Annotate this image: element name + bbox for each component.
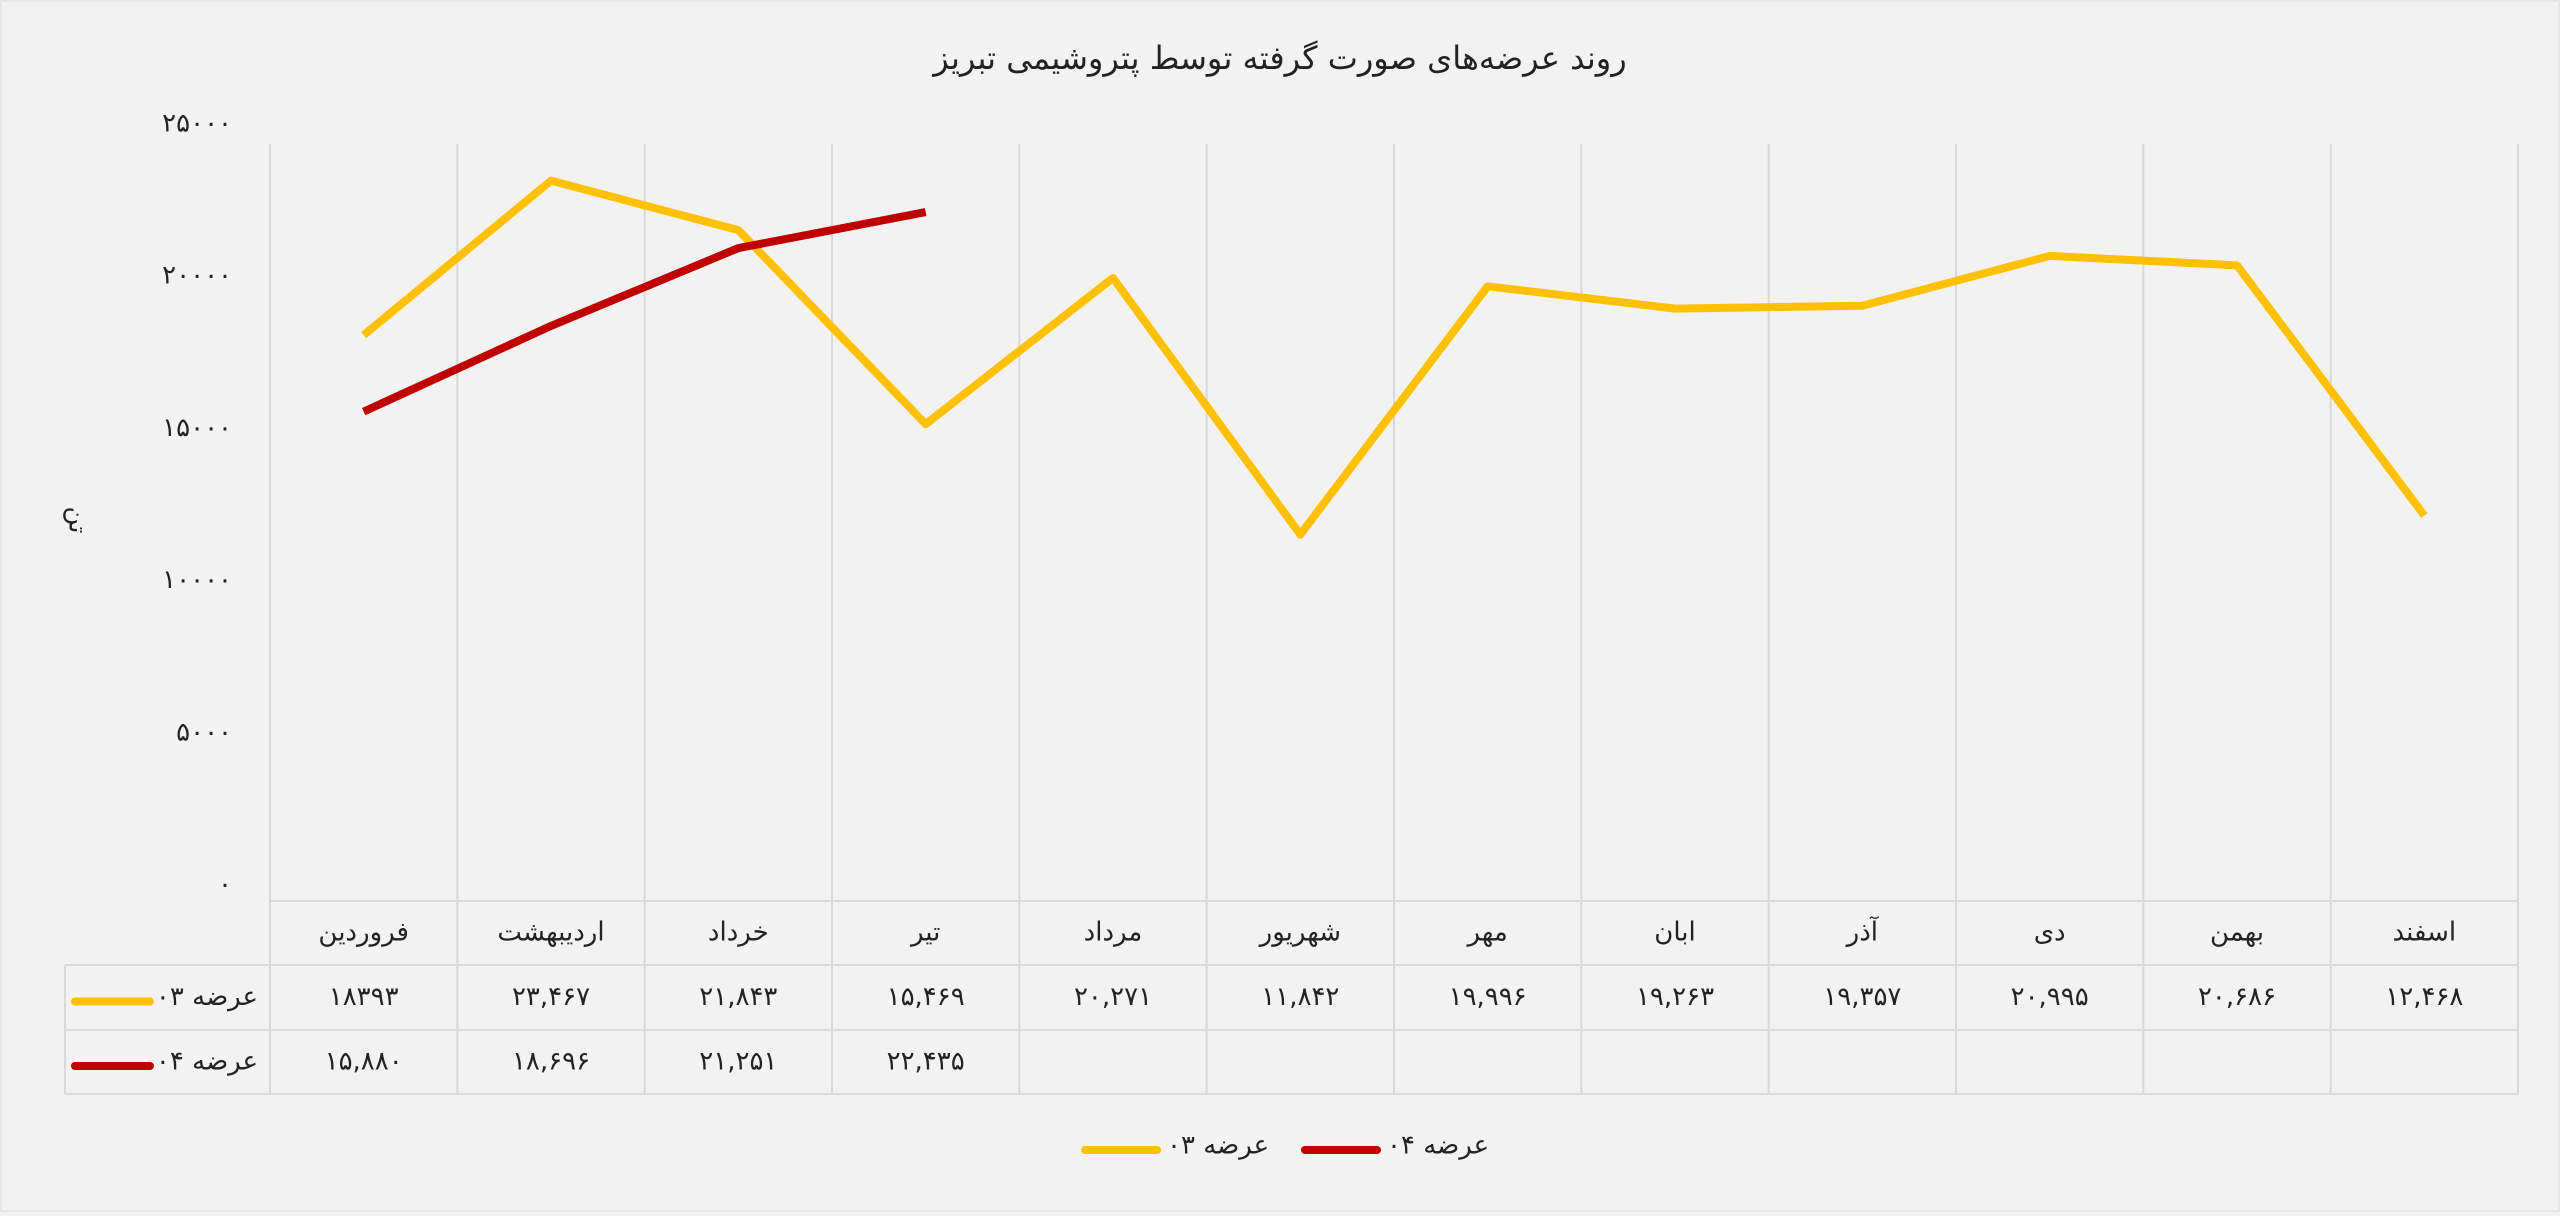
data-table-value: ۱۱,۸۴۲ <box>1261 982 1339 1012</box>
data-table-value: ۲۰,۶۸۶ <box>2198 982 2276 1012</box>
series-line <box>361 176 2428 539</box>
data-table-value: ۱۸,۶۹۶ <box>512 1047 590 1077</box>
data-table-value: ۱۲,۴۶۸ <box>2385 982 2463 1012</box>
legend-label: عرضه ۰۳ <box>1167 1131 1269 1161</box>
x-tick-label: مرداد <box>1084 918 1143 948</box>
data-table-value: ۲۰,۲۷۱ <box>1074 982 1152 1012</box>
data-table-value: ۱۸۳۹۳ <box>329 982 399 1012</box>
x-tick-label: دی <box>2034 918 2066 948</box>
y-axis-label: تن <box>63 506 93 533</box>
row-header: عرضه ۰۳ <box>156 982 258 1012</box>
data-table-value: ۲۱,۲۵۱ <box>699 1047 777 1077</box>
data-table-value: ۲۳,۴۶۷ <box>512 982 590 1012</box>
row-header: عرضه ۰۴ <box>156 1047 258 1077</box>
y-tick-label: ۲۰۰۰۰ <box>162 261 232 291</box>
x-tick-label: خرداد <box>708 918 769 948</box>
legend-label: عرضه ۰۴ <box>1387 1131 1489 1161</box>
x-tick-label: مهر <box>1466 918 1508 948</box>
data-table-value: ۲۲,۴۳۵ <box>887 1047 965 1077</box>
y-tick-label: ۱۵۰۰۰ <box>162 413 232 443</box>
x-tick-label: شهریور <box>1258 918 1341 948</box>
series-line <box>362 208 927 416</box>
x-tick-label: اسفند <box>2393 918 2457 948</box>
y-tick-label: ۱۰۰۰۰ <box>162 565 232 595</box>
data-table-value: ۱۵,۸۸۰ <box>325 1047 403 1077</box>
y-tick-label: ۰ <box>218 870 232 900</box>
chart-title: روند عرضه‌های صورت گرفته توسط پتروشیمی ت… <box>931 39 1626 77</box>
data-table-value: ۱۹,۳۵۷ <box>1823 982 1901 1012</box>
data-table-value: ۱۵,۴۶۹ <box>887 982 965 1012</box>
y-tick-label: ۵۰۰۰ <box>176 717 232 747</box>
data-table-value: ۲۱,۸۴۳ <box>699 982 777 1012</box>
x-tick-label: فروردین <box>318 918 409 948</box>
data-table-value: ۱۹,۲۶۳ <box>1636 982 1714 1012</box>
x-tick-label: ابان <box>1654 918 1695 948</box>
x-tick-label: آذر <box>1845 916 1880 948</box>
data-table-value: ۲۰,۹۹۵ <box>2011 982 2089 1012</box>
x-tick-label: تیر <box>909 918 940 948</box>
y-tick-label: ۲۵۰۰۰ <box>162 109 232 139</box>
data-table-value: ۱۹,۹۹۶ <box>1449 982 1527 1012</box>
x-tick-label: بهمن <box>2210 918 2264 948</box>
x-tick-label: اردیبهشت <box>497 918 604 948</box>
